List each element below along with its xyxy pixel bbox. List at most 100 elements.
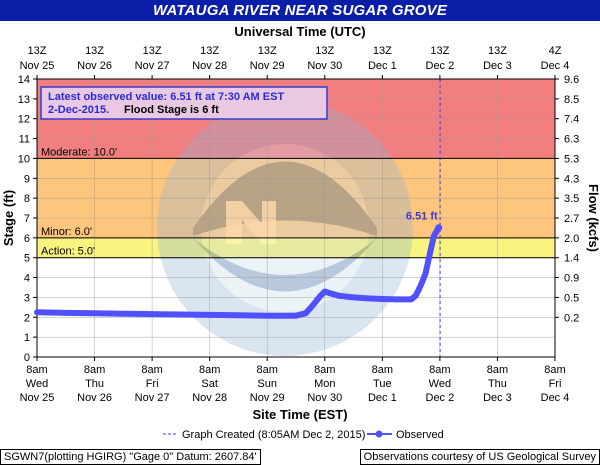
left-tick-label: 3: [24, 292, 30, 304]
left-tick-label: 11: [19, 134, 30, 146]
info-date: 2-Dec-2015.: [48, 104, 109, 116]
bottom-tick-day: Sat: [201, 378, 218, 390]
title-bar: [0, 0, 600, 21]
bottom-tick-hour: 8am: [544, 364, 565, 376]
legend-created-label: Graph Created (8:05AM Dec 2, 2015): [182, 429, 365, 441]
right-axis-title: Flow (kcfs): [586, 184, 600, 252]
bottom-tick-day: Thu: [488, 378, 507, 390]
bottom-tick-hour: 8am: [199, 364, 220, 376]
right-tick-label: 6.3: [564, 134, 579, 146]
legend-observed-marker: [375, 430, 383, 438]
latest-point-marker: [435, 224, 443, 232]
top-tick-hour: 13Z: [315, 45, 334, 57]
bottom-tick-hour: 8am: [84, 364, 105, 376]
footer-credit: Observations courtesy of US Geological S…: [359, 449, 600, 465]
right-tick-label: 5.3: [564, 153, 579, 165]
bottom-tick-day: Thu: [85, 378, 104, 390]
bottom-tick-date: Nov 29: [250, 392, 285, 404]
right-tick-label: 0.9: [564, 273, 579, 285]
top-tick-date: Nov 29: [250, 60, 285, 72]
right-tick-label: 3.5: [564, 193, 579, 205]
left-tick-label: 13: [18, 94, 30, 106]
chart-title: WATAUGA RIVER NEAR SUGAR GROVE: [152, 2, 448, 19]
legend-observed-label: Observed: [396, 429, 444, 441]
top-tick-date: Dec 3: [483, 60, 512, 72]
left-axis-title: Stage (ft): [1, 190, 16, 246]
threshold-label-action: Action: 5.0': [41, 246, 95, 258]
top-tick-hour: 13Z: [488, 45, 507, 57]
left-tick-label: 2: [24, 312, 30, 324]
latest-value-label: 6.51 ft: [406, 211, 438, 223]
top-tick-hour: 13Z: [258, 45, 277, 57]
bottom-tick-hour: 8am: [429, 364, 450, 376]
legend: Graph Created (8:05AM Dec 2, 2015) Obser…: [163, 429, 444, 441]
minor-band: [37, 237, 555, 258]
bottom-tick-hour: 8am: [314, 364, 335, 376]
left-tick-label: 6: [24, 233, 30, 245]
top-tick-date: Nov 28: [192, 60, 227, 72]
bottom-tick-hour: 8am: [26, 364, 47, 376]
top-tick-hour: 13Z: [430, 45, 449, 57]
left-tick-label: 10: [18, 153, 30, 165]
left-tick-label: 4: [24, 273, 30, 285]
top-tick-date: Dec 2: [426, 60, 455, 72]
left-tick-label: 7: [24, 213, 30, 225]
bottom-axis-title: Site Time (EST): [252, 407, 347, 422]
left-tick-label: 12: [18, 114, 30, 126]
top-tick-date: Nov 26: [77, 60, 112, 72]
bottom-tick-day: Tue: [373, 378, 392, 390]
bottom-tick-date: Nov 28: [192, 392, 227, 404]
bottom-tick-day: Mon: [314, 378, 335, 390]
threshold-lines: Moderate: 10.0' Minor: 6.0' Action: 5.0': [37, 146, 555, 259]
left-tick-label: 0: [24, 352, 30, 364]
bottom-tick-date: Dec 4: [541, 392, 570, 404]
hydrograph-chart: Moderate: 10.0' Minor: 6.0' Action: 5.0' 0…: [1, 24, 600, 441]
right-tick-label: 0.2: [564, 312, 579, 324]
bottom-tick-hour: 8am: [372, 364, 393, 376]
info-box: Latest observed value: 6.51 ft at 7:30 A…: [40, 86, 328, 120]
bottom-tick-day: Sun: [257, 378, 277, 390]
top-tick-date: Nov 27: [135, 60, 170, 72]
info-flood-stage: Flood Stage is 6 ft: [124, 104, 219, 116]
top-tick-date: Nov 25: [20, 60, 55, 72]
right-tick-label: 8.5: [564, 94, 579, 106]
info-latest-value: Latest observed value: 6.51 ft at 7:30 A…: [48, 91, 284, 103]
left-tick-label: 5: [24, 253, 30, 265]
threshold-label-minor: Minor: 6.0': [41, 226, 92, 238]
observed-series: [34, 224, 443, 319]
bottom-tick-day: Fri: [549, 378, 562, 390]
top-tick-date: Dec 4: [541, 60, 570, 72]
left-tick-label: 1: [24, 332, 30, 344]
bottom-tick-date: Nov 26: [77, 392, 112, 404]
bottom-tick-day: Wed: [429, 378, 451, 390]
noaa-watermark-icon: [157, 100, 413, 356]
bottom-tick-day: Wed: [26, 378, 48, 390]
right-tick-label: 2.7: [564, 213, 579, 225]
top-tick-hour: 4Z: [549, 45, 562, 57]
top-tick-hour: 13Z: [200, 45, 219, 57]
top-axis-title: Universal Time (UTC): [234, 24, 365, 39]
right-tick-label: 2.0: [564, 233, 579, 245]
bottom-tick-day: Fri: [146, 378, 159, 390]
top-tick-hour: 13Z: [373, 45, 392, 57]
threshold-label-moderate: Moderate: 10.0': [41, 146, 117, 158]
top-tick-date: Dec 1: [368, 60, 397, 72]
bottom-tick-date: Nov 25: [20, 392, 55, 404]
right-tick-label: 4.3: [564, 173, 579, 185]
left-tick-label: 8: [24, 193, 30, 205]
bottom-tick-date: Dec 1: [368, 392, 397, 404]
left-tick-label: 14: [18, 74, 30, 86]
left-tick-label: 9: [24, 173, 30, 185]
right-tick-label: 0.5: [564, 292, 579, 304]
observed-line: [34, 224, 442, 319]
bottom-tick-hour: 8am: [487, 364, 508, 376]
right-tick-label: 9.6: [564, 74, 579, 86]
right-tick-label: 7.4: [564, 114, 579, 126]
top-tick-date: Nov 30: [307, 60, 342, 72]
right-tick-label: 1.4: [564, 253, 579, 265]
bottom-tick-date: Dec 3: [483, 392, 512, 404]
top-tick-hour: 13Z: [28, 45, 47, 57]
bottom-tick-hour: 8am: [141, 364, 162, 376]
